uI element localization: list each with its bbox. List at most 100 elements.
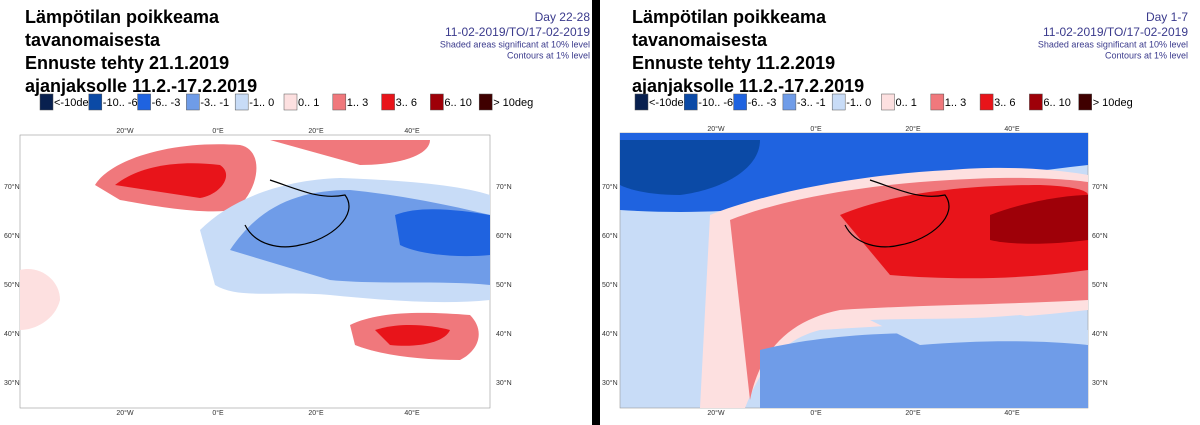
legend-swatch xyxy=(831,93,846,111)
legend-label: 3.. 6 xyxy=(994,97,1015,109)
legend-swatch xyxy=(881,93,895,111)
legend-label: -1.. 0 xyxy=(249,97,274,109)
legend-swatch xyxy=(332,93,347,111)
title-line: Lämpötilan poikkeama xyxy=(632,7,827,27)
legend-swatch xyxy=(234,93,249,111)
lon-label: 20°W xyxy=(116,127,134,135)
anomaly xyxy=(270,140,430,165)
lat-label: 30°N xyxy=(4,379,20,387)
legend-label: > 10deg xyxy=(493,97,533,109)
legend-swatch xyxy=(478,93,493,111)
legend-label: 1.. 3 xyxy=(347,97,368,109)
coastline xyxy=(244,179,350,248)
legend-label: > 10deg xyxy=(1093,97,1133,109)
anomaly xyxy=(375,325,450,346)
lon-label: 0°E xyxy=(810,125,822,133)
title-line: Ennuste tehty 11.2.2019 xyxy=(632,53,835,73)
day-range: Day 1-7 xyxy=(1146,10,1188,24)
legend-swatch xyxy=(39,93,54,111)
lat-label: 70°N xyxy=(1092,183,1108,191)
map-right xyxy=(619,132,1089,409)
note: Contours at 1% level xyxy=(507,50,590,60)
divider xyxy=(592,0,600,425)
legend-label: 6.. 10 xyxy=(444,97,472,109)
legend-swatch xyxy=(186,93,200,111)
anomaly xyxy=(990,195,1088,244)
note: Contours at 1% level xyxy=(1105,50,1188,60)
legend-swatch xyxy=(88,93,103,111)
lat-label: 60°N xyxy=(602,232,618,240)
lon-label: 0°E xyxy=(212,409,224,417)
map-left xyxy=(19,134,491,409)
lon-label: 0°E xyxy=(212,127,224,135)
legend-label: 0.. 1 xyxy=(298,97,319,109)
legend-label: -6.. -3 xyxy=(152,97,181,109)
legend-label: -3.. -1 xyxy=(200,97,229,109)
legend-label: 0.. 1 xyxy=(896,97,917,109)
legend-label: 3.. 6 xyxy=(396,97,417,109)
lon-label: 40°E xyxy=(1004,409,1020,417)
lat-label: 70°N xyxy=(4,183,20,191)
legend-swatch xyxy=(1029,93,1043,111)
lat-label: 50°N xyxy=(602,281,618,289)
legend-label: <-10deg xyxy=(649,97,690,109)
legend-swatch xyxy=(634,93,649,111)
legend-swatch xyxy=(979,93,994,111)
lat-label: 30°N xyxy=(602,379,618,387)
legend-label: -3.. -1 xyxy=(797,97,826,109)
lon-label: 0°E xyxy=(810,409,822,417)
legend-swatch xyxy=(430,93,444,111)
legend-label: -1.. 0 xyxy=(846,97,871,109)
anomaly xyxy=(620,140,760,195)
legend-label: 1.. 3 xyxy=(945,97,966,109)
period: 11-02-2019/TO/17-02-2019 xyxy=(1043,25,1188,39)
lat-label: 60°N xyxy=(496,232,512,240)
legend-label: -6.. -3 xyxy=(748,97,777,109)
lon-label: 20°W xyxy=(116,409,134,417)
anomaly xyxy=(395,209,490,257)
legend-swatch xyxy=(782,93,797,111)
legend-swatch xyxy=(930,93,945,111)
title-line: Lämpötilan poikkeama xyxy=(25,7,220,27)
legend-label: <-10deg xyxy=(54,97,95,109)
legend-label: 6.. 10 xyxy=(1043,97,1071,109)
note: Shaded areas significant at 10% level xyxy=(1038,39,1188,49)
coastline xyxy=(844,179,950,248)
title-line: ajanjaksolle 11.2.-17.2.2019 xyxy=(632,76,864,96)
legend-label: -10.. -6 xyxy=(698,97,733,109)
anomaly xyxy=(870,315,1088,345)
lat-label: 50°N xyxy=(496,281,512,289)
lat-label: 30°N xyxy=(1092,379,1108,387)
title-line: tavanomaisesta xyxy=(25,30,161,50)
lat-label: 60°N xyxy=(1092,232,1108,240)
lon-label: 40°E xyxy=(404,127,420,135)
lon-label: 40°E xyxy=(1004,125,1020,133)
legend-swatch xyxy=(684,93,698,111)
day-range: Day 22-28 xyxy=(535,10,591,24)
lon-label: 20°E xyxy=(308,127,324,135)
lat-label: 40°N xyxy=(602,330,618,338)
lon-label: 20°W xyxy=(707,125,725,133)
lat-label: 50°N xyxy=(1092,281,1108,289)
legend-swatch xyxy=(733,93,747,111)
lat-label: 40°N xyxy=(496,330,512,338)
lat-label: 30°N xyxy=(496,379,512,387)
lon-label: 20°E xyxy=(905,409,921,417)
legend-swatch xyxy=(381,93,395,111)
period: 11-02-2019/TO/17-02-2019 xyxy=(445,25,590,39)
anomaly xyxy=(115,163,227,198)
lon-label: 20°E xyxy=(308,409,324,417)
anomaly xyxy=(760,333,1088,408)
lon-label: 20°E xyxy=(905,125,921,133)
lat-label: 70°N xyxy=(602,183,618,191)
lat-label: 40°N xyxy=(4,330,20,338)
lat-label: 60°N xyxy=(4,232,20,240)
lat-label: 70°N xyxy=(496,183,512,191)
lat-label: 50°N xyxy=(4,281,20,289)
lon-label: 40°E xyxy=(404,409,420,417)
legend-label: -10.. -6 xyxy=(103,97,138,109)
note: Shaded areas significant at 10% level xyxy=(440,39,590,49)
title-line: tavanomaisesta xyxy=(632,30,768,50)
legend-swatch xyxy=(1078,93,1092,111)
